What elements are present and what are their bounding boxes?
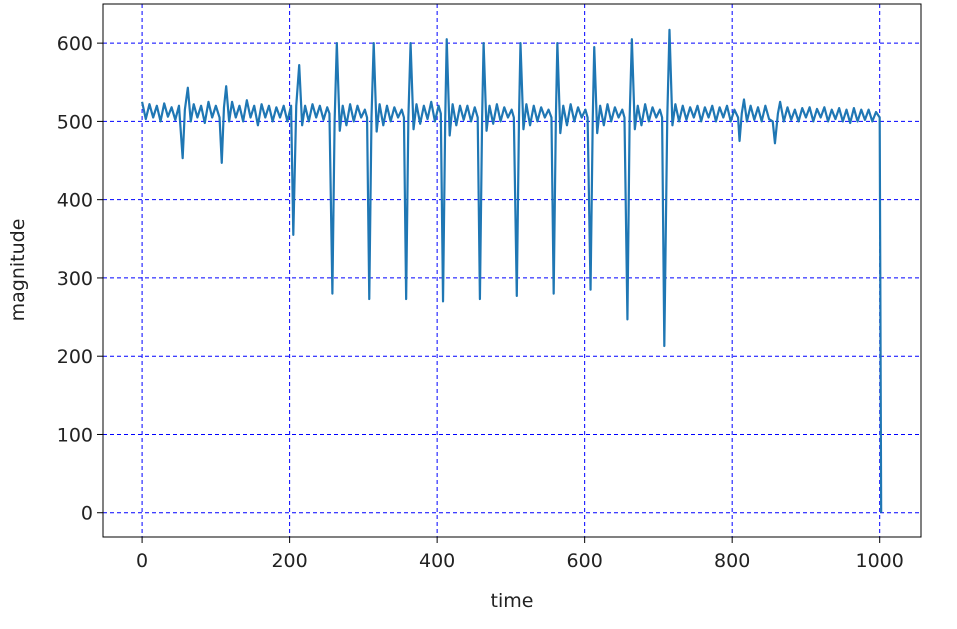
x-tick-label: 200 [271,550,307,572]
x-tick-label: 400 [419,550,455,572]
y-tick-label: 200 [57,346,93,368]
y-tick-label: 400 [57,190,93,212]
x-tick-label: 600 [567,550,603,572]
x-tick-label: 0 [136,550,148,572]
plot-frame [102,3,922,538]
x-tick-label: 1000 [856,550,904,572]
y-tick-label: 600 [57,33,93,55]
x-tick-label: 800 [714,550,750,572]
y-axis-label: magnitude [7,219,29,322]
data-line [141,28,883,513]
y-tick-label: 500 [57,111,93,133]
y-tick-label: 300 [57,268,93,290]
y-tick-label: 100 [57,424,93,446]
y-tick-label: 0 [81,503,93,525]
x-axis-label: time [491,590,534,612]
